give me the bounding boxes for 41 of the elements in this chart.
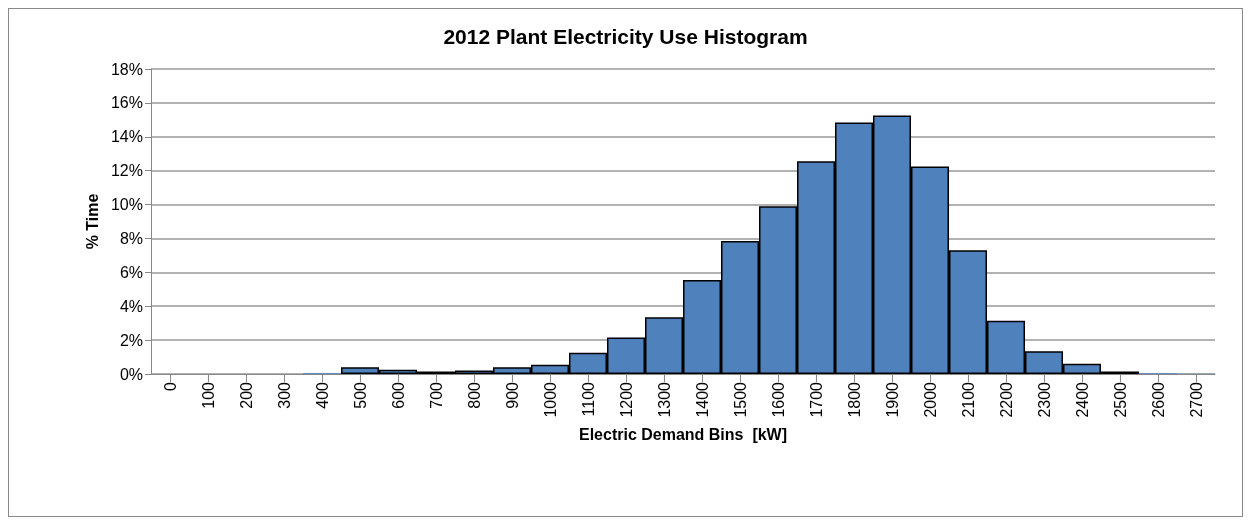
x-tick-label: 2200 xyxy=(997,381,1015,418)
x-tick-label: 1700 xyxy=(807,381,825,418)
x-tick-label: 1400 xyxy=(693,381,711,418)
x-tick-label: 1500 xyxy=(731,381,749,418)
x-tick-label: 200 xyxy=(237,381,255,409)
x-tick-label: 2700 xyxy=(1187,381,1205,418)
x-tick-label: 400 xyxy=(313,381,331,409)
x-tick-label: 1200 xyxy=(617,381,635,418)
y-tick-label: 6% xyxy=(119,263,143,281)
x-tick-label: 100 xyxy=(199,381,217,409)
x-tick-label: 2500 xyxy=(1111,381,1129,418)
y-tick-label: 2% xyxy=(119,331,143,349)
y-tick-label: 18% xyxy=(110,60,143,78)
y-tick-label: 16% xyxy=(110,94,143,112)
x-tick-label: 700 xyxy=(427,381,445,409)
y-tick-label: 0% xyxy=(119,365,143,383)
x-tick-label: 2600 xyxy=(1149,381,1167,418)
y-axis-title: % Time xyxy=(83,193,101,250)
x-tick-label: 2300 xyxy=(1035,381,1053,418)
x-tick-label: 300 xyxy=(275,381,293,409)
x-tick-label: 800 xyxy=(465,381,483,409)
y-tick-label: 10% xyxy=(110,196,143,214)
chart-title: 2012 Plant Electricity Use Histogram xyxy=(443,25,808,48)
x-tick-label: 1300 xyxy=(655,381,673,418)
x-tick-label: 1900 xyxy=(883,381,901,418)
x-tick-label: 2400 xyxy=(1073,381,1091,418)
x-tick-label: 500 xyxy=(351,381,369,409)
y-tick-label: 8% xyxy=(119,229,143,247)
x-axis-title: Electric Demand Bins [kW] xyxy=(578,425,788,443)
x-tick-label: 1600 xyxy=(769,381,787,418)
x-tick-label: 2100 xyxy=(959,381,977,418)
y-tick-label: 14% xyxy=(110,128,143,146)
x-tick-label: 0 xyxy=(161,381,179,391)
x-tick-label: 600 xyxy=(389,381,407,409)
x-tick-label: 900 xyxy=(503,381,521,409)
x-tick-label: 1000 xyxy=(541,381,559,418)
y-tick-label: 4% xyxy=(119,297,143,315)
x-tick-label: 1800 xyxy=(845,381,863,418)
x-tick-label: 2000 xyxy=(921,381,939,418)
x-tick-label: 1100 xyxy=(579,381,597,417)
y-tick-label: 12% xyxy=(110,162,143,180)
